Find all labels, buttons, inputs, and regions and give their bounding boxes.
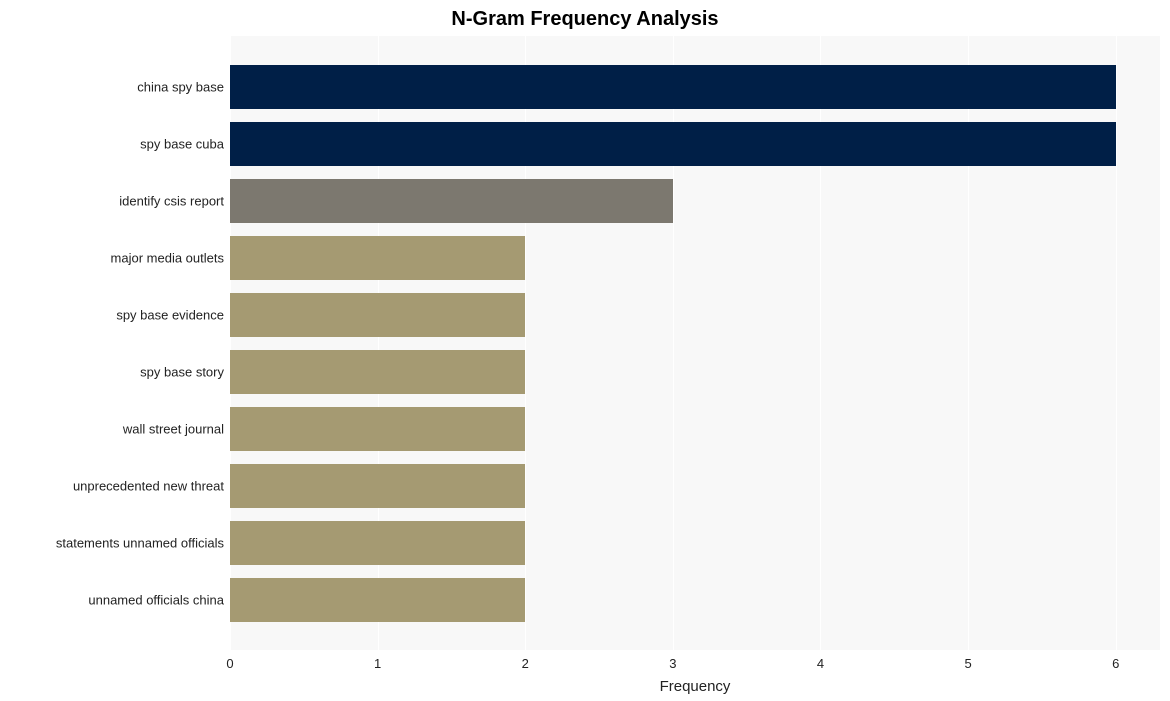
x-axis-label: Frequency	[230, 678, 1160, 695]
bar	[230, 122, 1116, 166]
grid-line	[1116, 36, 1117, 650]
bar	[230, 350, 525, 394]
x-tick-label: 4	[817, 650, 824, 671]
bar	[230, 407, 525, 451]
y-tick-label: china spy base	[137, 79, 230, 94]
plot-area: 0123456china spy basespy base cubaidenti…	[230, 36, 1160, 650]
bar	[230, 521, 525, 565]
bar	[230, 464, 525, 508]
bar	[230, 179, 673, 223]
y-tick-label: spy base cuba	[140, 136, 230, 151]
y-tick-label: unprecedented new threat	[73, 478, 230, 493]
y-tick-label: spy base evidence	[116, 307, 230, 322]
y-tick-label: wall street journal	[123, 421, 230, 436]
y-tick-label: statements unnamed officials	[56, 535, 230, 550]
bar	[230, 65, 1116, 109]
x-tick-label: 0	[226, 650, 233, 671]
x-tick-label: 2	[522, 650, 529, 671]
y-tick-label: unnamed officials china	[88, 592, 230, 607]
y-tick-label: spy base story	[140, 364, 230, 379]
bar	[230, 578, 525, 622]
x-tick-label: 1	[374, 650, 381, 671]
y-tick-label: identify csis report	[119, 193, 230, 208]
x-tick-label: 6	[1112, 650, 1119, 671]
bar	[230, 236, 525, 280]
bar	[230, 293, 525, 337]
chart-title: N-Gram Frequency Analysis	[0, 8, 1170, 31]
x-tick-label: 5	[964, 650, 971, 671]
y-tick-label: major media outlets	[111, 250, 230, 265]
x-tick-label: 3	[669, 650, 676, 671]
ngram-chart: N-Gram Frequency Analysis 0123456china s…	[0, 0, 1170, 701]
